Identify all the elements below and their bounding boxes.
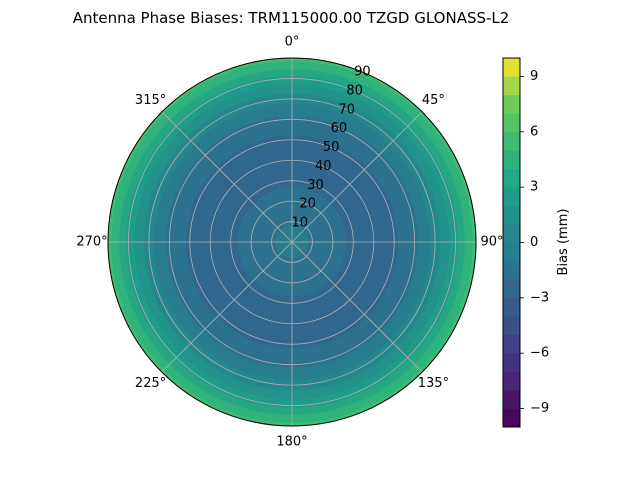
chart-title: Antenna Phase Biases: TRM115000.00 TZGD … [73, 9, 510, 27]
angular-gridline [161, 111, 293, 243]
colorbar-band [503, 187, 520, 206]
colorbar-band [503, 390, 520, 409]
radial-tick-label: 50 [323, 140, 340, 155]
radial-tick-label: 30 [307, 178, 324, 193]
colorbar-tick-label: 6 [530, 124, 538, 139]
radial-tick-label: 70 [339, 102, 356, 117]
colorbar-band [503, 260, 520, 280]
polar-grid [107, 57, 477, 427]
colorbar-band [503, 224, 520, 243]
colorbar-band [503, 58, 520, 77]
colorbar-tick-label: 0 [530, 235, 538, 250]
colorbar-band [503, 408, 520, 428]
radial-tick-label: 40 [315, 159, 332, 174]
angular-tick-label: 315° [135, 93, 166, 108]
angular-gridline [291, 111, 423, 243]
angular-tick-label: 225° [135, 376, 166, 391]
colorbar-band [503, 150, 520, 169]
colorbar-tick-label: −6 [530, 346, 549, 361]
colorbar-bands [503, 58, 520, 428]
angular-gridline [291, 241, 423, 373]
angular-tick-label: 0° [285, 35, 300, 50]
angular-tick-label: 45° [422, 93, 445, 108]
colorbar-ticks: 9 6 3 0 −3 −6 −9 [520, 69, 549, 416]
colorbar-band [503, 113, 520, 133]
angular-tick-label: 270° [76, 235, 107, 250]
colorbar-tick-label: 3 [530, 180, 538, 195]
colorbar-tick-label: 9 [530, 69, 538, 84]
colorbar-band [503, 371, 520, 391]
angular-tick-label: 90° [480, 235, 503, 250]
colorbar-band [503, 205, 520, 225]
colorbar-band [503, 353, 520, 372]
angular-tick-label: 135° [418, 376, 449, 391]
radial-tick-labels: 10 20 30 40 50 60 70 80 90 [292, 65, 371, 231]
radial-tick-label: 90 [354, 65, 371, 80]
colorbar-band [503, 242, 520, 262]
polar-outline [107, 57, 477, 427]
colorbar-band [503, 76, 520, 96]
colorbar-tick-label: −3 [530, 290, 549, 305]
colorbar-label: Bias (mm) [556, 209, 571, 276]
radial-tick-label: 10 [292, 216, 309, 231]
colorbar: 9 6 3 0 −3 −6 −9 Bias (mm) [502, 57, 571, 428]
colorbar-band [503, 297, 520, 317]
radial-tick-label: 60 [331, 121, 348, 136]
colorbar-band [503, 131, 520, 151]
colorbar-tick-label: −9 [530, 401, 549, 416]
colorbar-band [503, 168, 520, 188]
angular-gridline [161, 241, 293, 373]
angular-tick-labels: 0° 45° 90° 135° 180° 225° 270° 315° [76, 35, 503, 450]
colorbar-band [503, 279, 520, 299]
radial-tick-label: 80 [346, 83, 363, 98]
angular-tick-label: 180° [276, 435, 307, 450]
colorbar-band [503, 334, 520, 354]
radial-tick-label: 20 [299, 197, 316, 212]
colorbar-band [503, 94, 520, 114]
colorbar-band [503, 316, 520, 336]
